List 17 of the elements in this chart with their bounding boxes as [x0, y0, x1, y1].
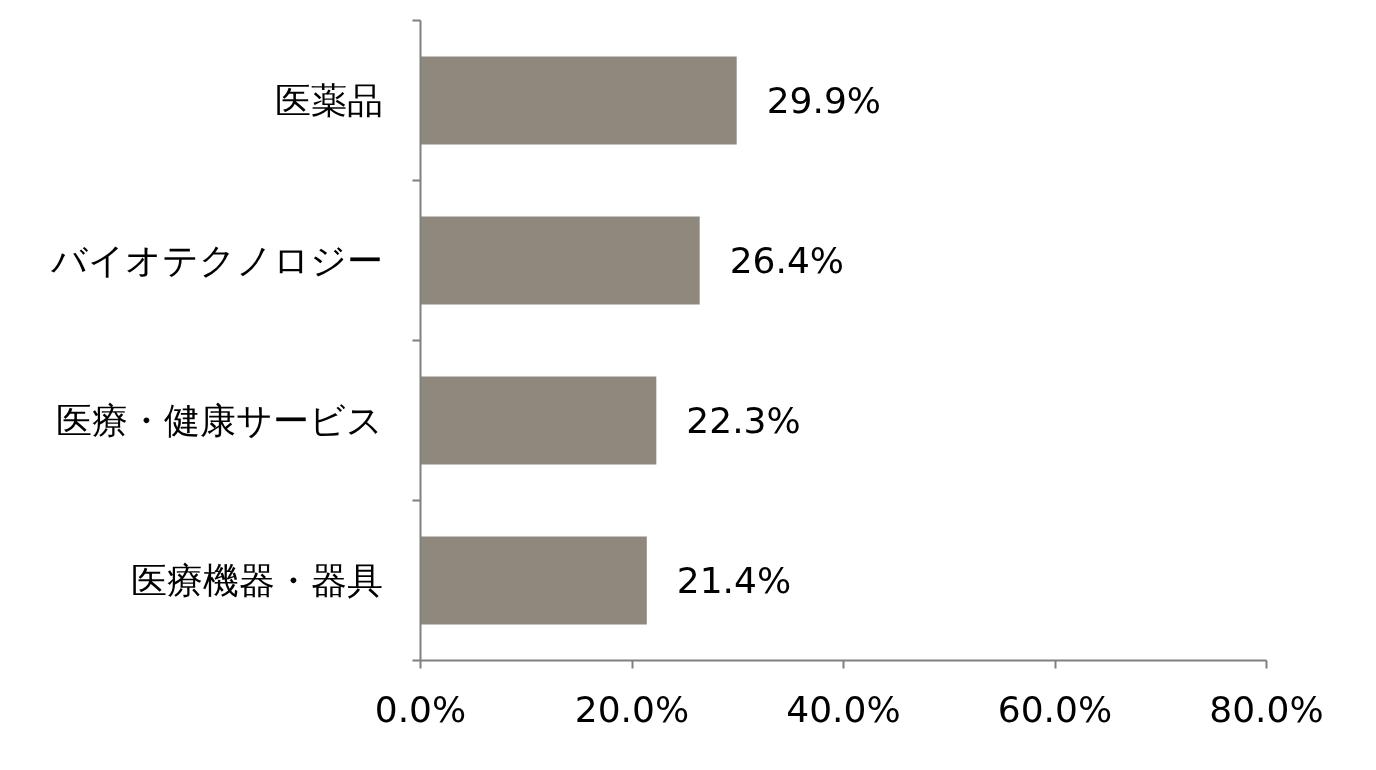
bar: [420, 536, 647, 625]
x-tick-label: 60.0%: [997, 688, 1113, 730]
data-label: 21.4%: [676, 560, 792, 601]
x-tick-label: 20.0%: [574, 688, 690, 730]
data-label: 26.4%: [729, 240, 845, 281]
bar: [420, 56, 737, 145]
y-tick-label: 医療機器・器具: [130, 560, 383, 601]
x-tick-label: 80.0%: [1209, 688, 1324, 730]
data-label: 29.9%: [766, 80, 882, 121]
x-tick-label: 0.0%: [374, 688, 467, 730]
x-tick-label: 40.0%: [786, 688, 901, 730]
data-label: 22.3%: [686, 400, 801, 441]
bar: [420, 376, 657, 465]
y-tick-label: 医薬品: [274, 80, 383, 121]
y-tick-label: 医療・健康サービス: [55, 400, 383, 441]
y-tick-label: バイオテクノロジー: [49, 240, 383, 281]
bar: [420, 216, 700, 305]
